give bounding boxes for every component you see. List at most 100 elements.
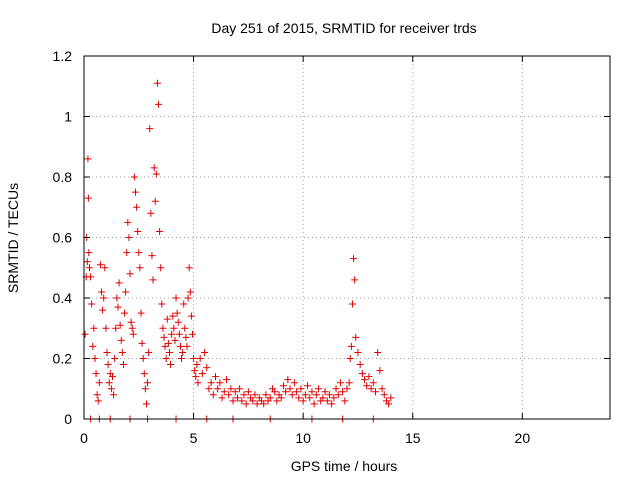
y-tick-label: 1.2 [53,48,73,64]
data-point [336,379,344,387]
data-point [186,288,194,296]
data-point [330,394,338,402]
data-point [157,264,165,272]
data-point [83,258,91,266]
data-point [315,385,323,393]
data-point [295,394,303,402]
data-point [188,330,196,338]
data-point [175,330,183,338]
data-point [165,348,173,356]
data-point [193,361,201,369]
data-point [306,394,314,402]
data-point [251,391,259,399]
data-point [152,170,160,178]
data-point [138,339,146,347]
y-tick-label: 0 [64,411,72,427]
data-point [174,318,182,326]
data-point [130,173,138,181]
x-tick-label: 20 [515,430,531,446]
data-point [172,294,180,302]
data-point [141,385,149,393]
data-point [352,333,360,341]
data-point [176,342,184,350]
x-tick-label: 0 [80,430,88,446]
data-point [242,400,250,408]
data-point [101,264,109,272]
data-point [184,294,192,302]
data-point [203,364,211,372]
data-point [151,197,159,205]
data-point [350,255,358,263]
data-point [227,385,235,393]
data-point [108,373,116,381]
data-point [222,376,230,384]
data-point [159,324,167,332]
data-point [123,249,131,257]
data-point [385,400,393,408]
data-point [155,100,163,108]
data-point [103,348,111,356]
data-point [348,300,356,308]
data-point [325,391,333,399]
data-point [339,388,347,396]
data-point [163,315,171,323]
data-point [94,397,102,405]
data-point [169,312,177,320]
data-point [137,309,145,317]
data-point [367,385,375,393]
data-point [98,288,106,296]
data-point [173,309,181,317]
data-point [310,400,318,408]
data-point [351,276,359,284]
data-point [127,318,135,326]
data-point [160,333,168,341]
data-point [209,391,217,399]
data-point [102,324,110,332]
data-point [286,385,294,393]
data-point [361,376,369,384]
data-point [136,264,144,272]
data-point [134,227,142,235]
data-point [179,348,187,356]
data-point [118,348,126,356]
data-point [121,309,129,317]
data-point [178,355,186,362]
grid-lines [84,56,610,419]
y-tick-label: 0.2 [53,351,73,367]
data-point [212,373,219,381]
data-point [282,388,290,396]
data-point [308,388,316,396]
data-point [107,385,115,393]
data-point [347,342,355,350]
data-point [231,388,239,396]
data-point [279,382,287,390]
data-point [334,391,342,399]
data-point [190,355,198,362]
data-point [90,324,98,332]
data-point [238,397,246,405]
data-point [84,194,92,202]
chart-title: Day 251 of 2015, SRMTID for receiver trd… [211,20,476,36]
data-point [240,391,248,399]
data-point [321,388,329,396]
data-point [147,209,155,217]
data-point [216,379,224,387]
x-tick-label: 5 [190,430,198,446]
data-point [89,342,97,350]
y-axis-label: SRMTID / TECUs [5,183,21,293]
data-point [180,300,188,308]
data-point [260,400,268,408]
data-point [196,355,204,362]
data-point [293,388,301,396]
data-point [220,388,228,396]
data-point [345,379,353,387]
data-point [346,355,354,362]
data-point [236,385,244,393]
data-point [181,324,189,332]
data-point [185,264,193,272]
data-point [341,397,349,405]
data-point [312,391,320,399]
data-point [182,333,190,341]
data-point [87,273,95,281]
data-point [156,227,164,235]
